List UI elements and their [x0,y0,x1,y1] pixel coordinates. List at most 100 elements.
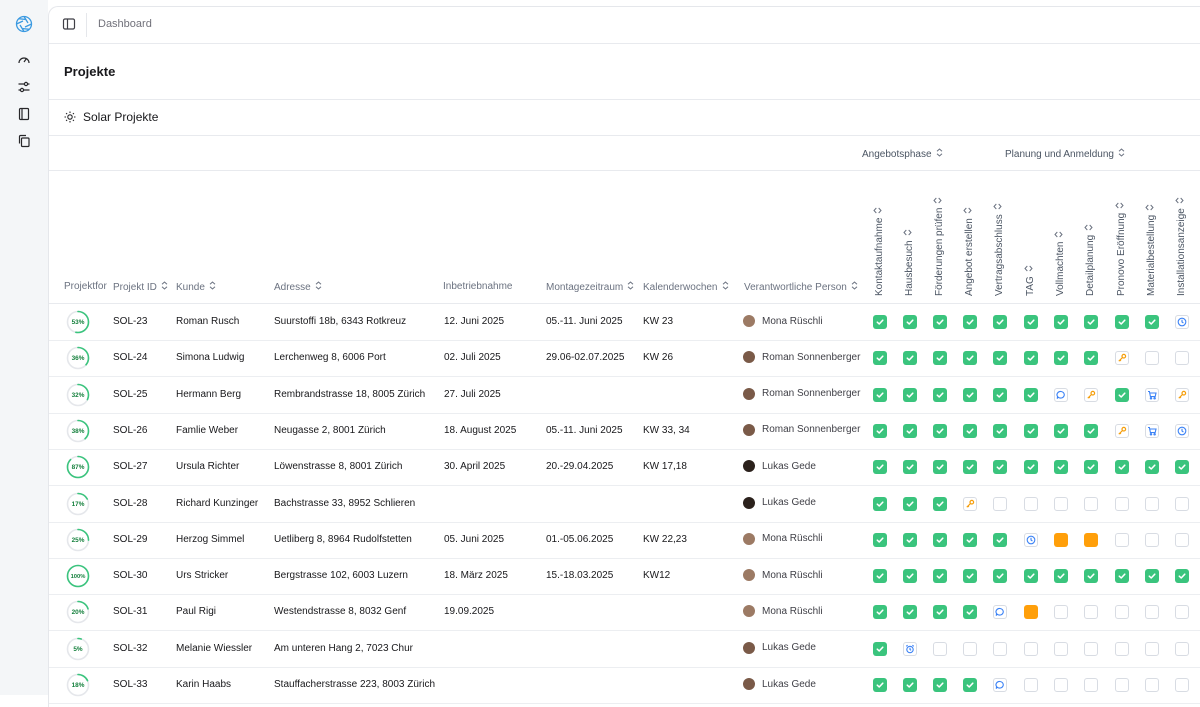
status-done-checkbox[interactable] [993,315,1007,329]
sidebar-toggle-icon[interactable] [62,17,76,31]
status-done-checkbox[interactable] [963,678,977,692]
status-alarm-icon[interactable] [903,641,917,656]
project-id-cell[interactable]: SOL-24 [113,352,148,364]
status-done-checkbox[interactable] [1024,460,1038,475]
status-empty-checkbox[interactable] [1054,641,1068,656]
table-row[interactable]: 5% SOL-32 Melanie Wiessler Am unteren Hang … [49,631,1200,667]
status-done-checkbox[interactable] [903,605,917,620]
status-done-checkbox[interactable] [933,532,947,547]
status-key-icon[interactable] [1084,387,1098,402]
table-row[interactable]: 36% SOL-24 Simona Ludwig Lerchenweg 8, 6006… [49,340,1200,376]
group-header-planung[interactable]: Planung und Anmeldung [1005,148,1125,160]
status-done-checkbox[interactable] [873,678,887,692]
status-done-checkbox[interactable] [993,351,1007,366]
status-empty-checkbox[interactable] [1084,496,1098,511]
status-empty-checkbox[interactable] [1145,678,1159,692]
status-done-checkbox[interactable] [873,387,887,402]
status-done-checkbox[interactable] [993,532,1007,547]
status-done-checkbox[interactable] [963,387,977,402]
status-key-icon[interactable] [1175,387,1189,402]
table-row[interactable]: 100% SOL-30 Urs Stricker Bergstrasse 102, 6… [49,558,1200,594]
status-done-checkbox[interactable] [1084,315,1098,329]
column-header-id[interactable]: Projekt ID [113,281,168,293]
status-done-checkbox[interactable] [1054,351,1068,366]
status-key-icon[interactable] [1115,351,1129,366]
status-empty-checkbox[interactable] [1145,496,1159,511]
status-chat-icon[interactable] [993,605,1007,620]
project-id-cell[interactable]: SOL-26 [113,424,148,436]
status-done-checkbox[interactable] [1115,569,1129,584]
status-done-checkbox[interactable] [933,315,947,329]
status-done-checkbox[interactable] [933,387,947,402]
status-done-checkbox[interactable] [903,351,917,366]
table-row[interactable]: 87% SOL-27 Ursula Richter Löwenstrasse 8, 8… [49,449,1200,485]
status-done-checkbox[interactable] [903,460,917,475]
status-empty-checkbox[interactable] [1024,496,1038,511]
status-done-checkbox[interactable] [963,351,977,366]
status-done-checkbox[interactable] [1145,460,1159,475]
status-warning-box[interactable] [1054,532,1068,547]
status-empty-checkbox[interactable] [963,641,977,656]
status-warning-box[interactable] [1024,605,1038,620]
status-empty-checkbox[interactable] [933,641,947,656]
status-done-checkbox[interactable] [993,569,1007,584]
status-empty-checkbox[interactable] [1054,678,1068,692]
status-key-icon[interactable] [1115,423,1129,438]
project-id-cell[interactable]: SOL-31 [113,606,148,618]
project-id-cell[interactable]: SOL-25 [113,388,148,400]
status-empty-checkbox[interactable] [1084,641,1098,656]
status-empty-checkbox[interactable] [1084,678,1098,692]
column-header-phase[interactable]: Kontaktaufnahme [873,207,885,296]
project-id-cell[interactable]: SOL-29 [113,533,148,545]
status-done-checkbox[interactable] [1084,569,1098,584]
status-empty-checkbox[interactable] [1115,605,1129,620]
column-header-phase[interactable]: Materialbestellung [1145,204,1157,296]
status-done-checkbox[interactable] [993,423,1007,438]
column-header-person[interactable]: Verantwortliche Person [744,281,858,293]
column-header-phase[interactable]: Pronovo Eröffnung [1115,202,1127,296]
column-header-phase[interactable]: Förderungen prüfen [933,197,945,296]
status-empty-checkbox[interactable] [1175,641,1189,656]
status-done-checkbox[interactable] [993,460,1007,475]
status-empty-checkbox[interactable] [1054,605,1068,620]
status-done-checkbox[interactable] [903,387,917,402]
status-done-checkbox[interactable] [873,315,887,329]
status-done-checkbox[interactable] [903,315,917,329]
breadcrumb[interactable]: Dashboard [98,18,152,30]
status-key-icon[interactable] [963,496,977,511]
status-empty-checkbox[interactable] [1175,496,1189,511]
table-row[interactable]: 38% SOL-26 Famlie Weber Neugasse 2, 8001 Zü… [49,413,1200,449]
status-chat-icon[interactable] [993,678,1007,692]
project-id-cell[interactable]: SOL-27 [113,461,148,473]
status-done-checkbox[interactable] [963,605,977,620]
table-row[interactable]: 17% SOL-28 Richard Kunzinger Bachstrasse 33… [49,486,1200,522]
status-done-checkbox[interactable] [873,351,887,366]
status-empty-checkbox[interactable] [1115,496,1129,511]
column-header-address[interactable]: Adresse [274,281,322,293]
sliders-icon[interactable] [16,79,32,95]
status-done-checkbox[interactable] [993,387,1007,402]
status-done-checkbox[interactable] [903,496,917,511]
group-header-angebotsphase[interactable]: Angebotsphase [862,148,943,160]
status-empty-checkbox[interactable] [1115,532,1129,547]
status-clock-icon[interactable] [1175,423,1189,438]
status-empty-checkbox[interactable] [993,496,1007,511]
project-id-cell[interactable]: SOL-23 [113,316,148,327]
status-empty-checkbox[interactable] [1175,678,1189,692]
status-empty-checkbox[interactable] [1054,496,1068,511]
status-empty-checkbox[interactable] [1084,605,1098,620]
status-done-checkbox[interactable] [1024,569,1038,584]
status-done-checkbox[interactable] [873,423,887,438]
status-done-checkbox[interactable] [873,496,887,511]
status-done-checkbox[interactable] [1175,460,1189,475]
status-cart-icon[interactable] [1145,423,1159,438]
column-header-mounting[interactable]: Montagezeitraum [546,281,634,293]
book-icon[interactable] [16,106,32,122]
status-empty-checkbox[interactable] [1145,351,1159,366]
table-row[interactable]: 53% SOL-23 Roman Rusch Suurstoffi 18b, 6343… [49,304,1200,340]
status-done-checkbox[interactable] [903,569,917,584]
status-done-checkbox[interactable] [963,423,977,438]
status-done-checkbox[interactable] [963,532,977,547]
status-done-checkbox[interactable] [1115,387,1129,402]
status-warning-box[interactable] [1084,532,1098,547]
